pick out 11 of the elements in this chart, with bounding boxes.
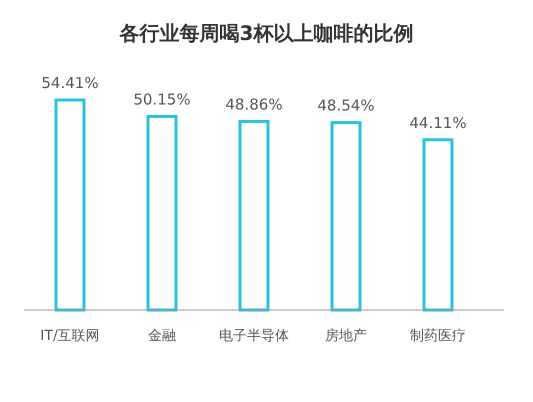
data-label: 48.54%: [317, 96, 375, 115]
chart-title: 各行业每周喝3杯以上咖啡的比例: [118, 21, 414, 45]
data-label: 54.41%: [41, 74, 99, 92]
x-tick-label: IT/互联网: [40, 328, 100, 344]
x-tick-label: 房地产: [325, 328, 367, 344]
data-label: 48.86%: [225, 95, 283, 114]
x-tick-label: 制药医疗: [410, 328, 466, 344]
x-tick-label: 电子半导体: [219, 328, 289, 344]
data-label: 50.15%: [133, 90, 191, 108]
data-label: 44.11%: [409, 114, 467, 132]
x-tick-label: 金融: [148, 328, 176, 344]
